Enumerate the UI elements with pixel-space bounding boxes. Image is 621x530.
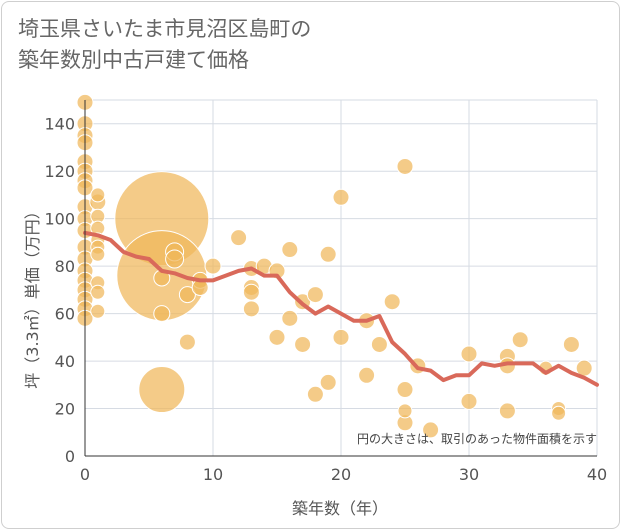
y-tick-label: 40 [55,352,75,371]
bubble-point [370,335,388,353]
x-tick-label: 30 [459,465,479,484]
bubble-point [358,366,376,384]
y-tick-label: 120 [44,162,75,181]
bubble-point [319,245,337,263]
bubble-point [268,328,286,346]
bubble-point [281,241,299,259]
bubble-point [242,283,260,301]
bubble-point [178,286,196,304]
y-axis-label: 坪（3.3㎡）単価（万円） [23,203,42,388]
bubble-point [204,257,222,275]
bubble-point [396,157,414,175]
chart-title: 埼玉県さいたま市見沼区島町の 築年数別中古戸建て価格 [18,14,578,76]
x-tick-label: 40 [587,465,607,484]
x-axis-label: 築年数（年） [292,499,388,518]
title-line-2: 築年数別中古戸建て価格 [18,48,249,72]
bubble-point [90,303,106,319]
y-tick-label: 0 [65,447,75,466]
title-line-1: 埼玉県さいたま市見沼区島町の [18,17,312,41]
bubble-point [165,249,185,269]
bubble-point [460,345,478,363]
bubble-point [153,305,171,323]
average-price-line [83,230,599,387]
bubble-point [397,403,413,419]
x-tick-label: 20 [331,465,351,484]
bubble-point [319,373,337,391]
y-tick-label: 60 [55,305,75,324]
bubble-point [306,286,324,304]
bubble-point [90,284,106,300]
bubble-point [460,392,478,410]
bubble-point [562,335,580,353]
y-tick-label: 140 [44,115,75,134]
bubble-point [422,421,440,439]
bubble-point [90,187,106,203]
bubble-point [551,405,567,421]
bubble-point [294,335,312,353]
size-note: 円の大きさは、取引のあった物件面積を示す [357,431,597,446]
bubble-point [498,402,516,420]
y-tick-label: 20 [55,400,75,419]
bubble-point [90,246,106,262]
trend-line-layer [83,230,599,387]
bubble-point [383,293,401,311]
bubble-point [230,229,248,247]
y-tick-label: 100 [44,210,75,229]
bubble-point [178,333,196,351]
bubble-point [242,300,260,318]
bubble-point [396,381,414,399]
bubble-point [281,309,299,327]
bubble-point [306,385,324,403]
x-tick-label: 0 [80,465,90,484]
bubble-point [332,188,350,206]
bubble-point [511,331,529,349]
axes: 0 10 20 30 40 0 20 40 60 80 100 120 140 [44,100,607,484]
bubble-point [138,366,186,414]
bubble-point [332,328,350,346]
y-tick-label: 80 [55,257,75,276]
x-tick-label: 10 [203,465,223,484]
